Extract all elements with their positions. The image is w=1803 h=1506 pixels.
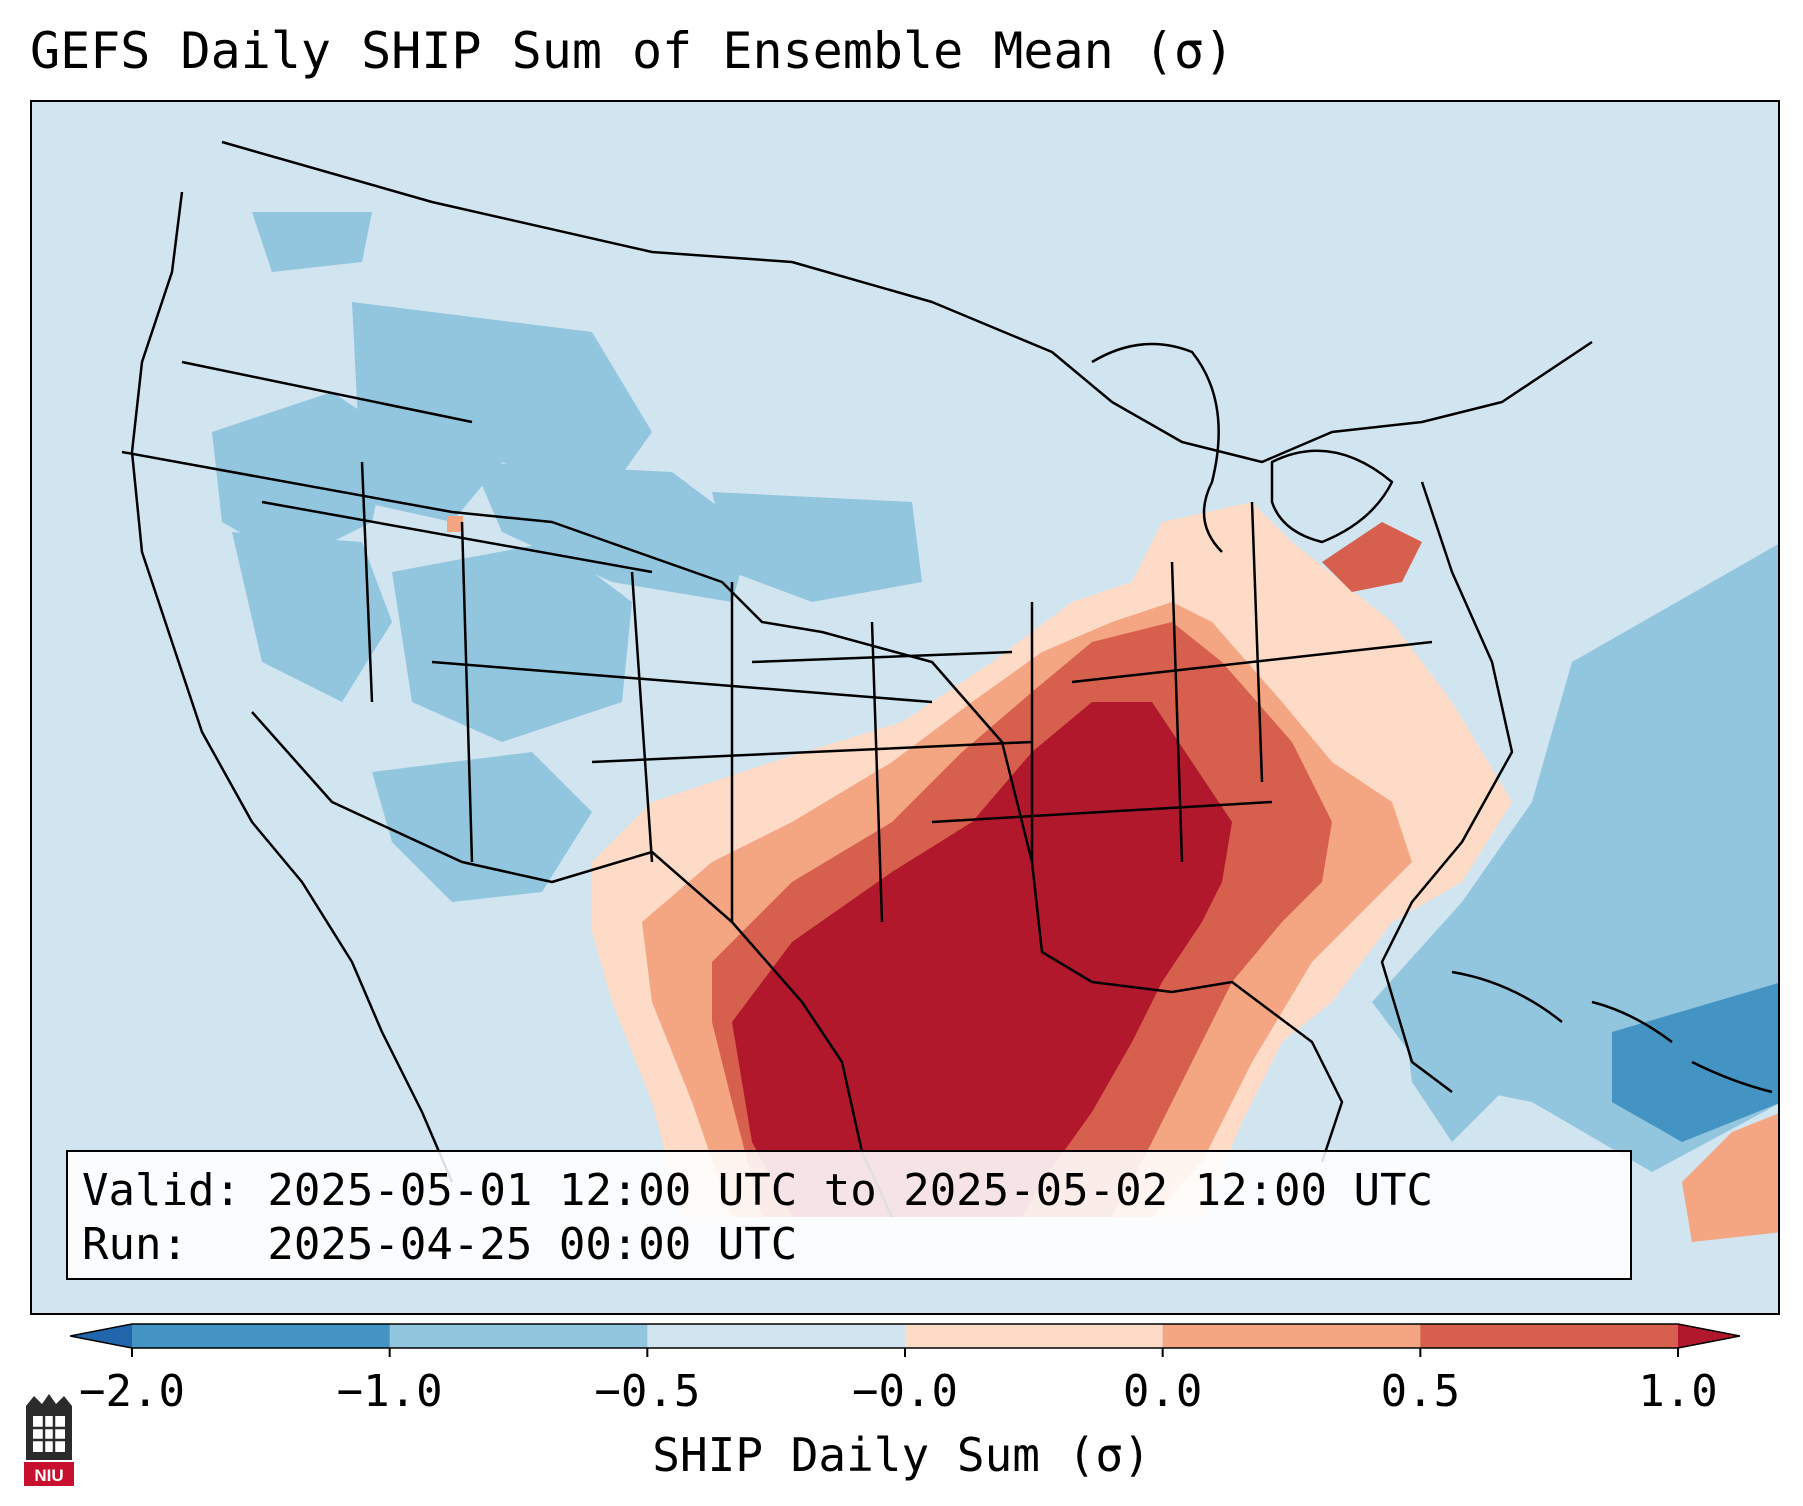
colorbar-segment xyxy=(1162,1324,1421,1348)
figure-title: GEFS Daily SHIP Sum of Ensemble Mean (σ) xyxy=(30,22,1235,80)
canada-us-border-west xyxy=(221,140,1113,403)
valid-run-info-box: Valid: 2025-05-01 12:00 UTC to 2025-05-0… xyxy=(66,1150,1632,1280)
colorbar-tick-label: 0.0 xyxy=(1122,1366,1203,1417)
map-outlines xyxy=(121,140,1773,1218)
logo-banner xyxy=(24,1462,74,1486)
anomaly-patch-great-basin xyxy=(232,532,392,702)
niu-logo: NIU xyxy=(24,1394,74,1486)
us-mexico-border xyxy=(251,711,894,1218)
colorbar xyxy=(70,1323,1740,1357)
anomaly-pixel-utah xyxy=(447,516,463,532)
map-panel xyxy=(30,100,1780,1315)
logo-window-grid xyxy=(33,1416,65,1452)
canada-us-border-east xyxy=(1111,340,1593,464)
negative-anomaly-areas xyxy=(212,212,1778,1172)
colorbar-tick-label: −0.0 xyxy=(852,1366,958,1417)
colorbar-tick-label: −0.5 xyxy=(594,1366,701,1417)
colorbar-segment xyxy=(132,1324,391,1348)
map-svg xyxy=(32,102,1778,1313)
great-lakes-erie-huron xyxy=(1270,449,1394,544)
atlantic-coastline xyxy=(1380,481,1514,1093)
anomaly-patch-pacific-nw xyxy=(212,392,392,562)
colorbar-segment xyxy=(905,1324,1164,1348)
anomaly-patch-caribbean-positive xyxy=(1682,1113,1778,1242)
caribbean-islands xyxy=(1451,970,1773,1094)
colorbar-tick-label: −2.0 xyxy=(79,1366,185,1417)
anomaly-patch-lake-erie xyxy=(1322,522,1422,592)
anomaly-field-above-2p0 xyxy=(732,702,1232,1217)
colorbar-tick-label: 1.0 xyxy=(1638,1366,1718,1417)
pacific-coastline xyxy=(130,191,454,1183)
anomaly-patch-florida xyxy=(1402,982,1502,1142)
colorbar-segment xyxy=(1420,1324,1679,1348)
anomaly-patch-new-mexico xyxy=(372,752,592,902)
colorbar-extend-min xyxy=(70,1324,132,1348)
anomaly-patch-bc-coast xyxy=(252,212,372,272)
colorbar-label: SHIP Daily Sum (σ) xyxy=(652,1428,1151,1482)
colorbar-tick-label: −1.0 xyxy=(336,1366,443,1417)
positive-anomaly-areas xyxy=(447,502,1778,1242)
colorbar-segment xyxy=(647,1324,906,1348)
logo-text: NIU xyxy=(34,1466,63,1485)
southern-border-and-gulf-coast xyxy=(121,450,1344,1163)
great-lakes-michigan xyxy=(1091,342,1223,553)
logo-window xyxy=(33,1416,65,1452)
anomaly-patch-utah-colorado xyxy=(392,542,632,742)
valid-time-text: Valid: 2025-05-01 12:00 UTC to 2025-05-0… xyxy=(82,1165,1434,1216)
colorbar-tick-label: 0.5 xyxy=(1380,1366,1461,1417)
colorbar-segment xyxy=(389,1324,648,1348)
anomaly-patch-northern-rockies xyxy=(352,302,652,522)
anomaly-patch-nebraska xyxy=(712,492,922,602)
state-borders-horizontal xyxy=(181,360,1433,824)
state-borders-vertical xyxy=(360,461,1264,923)
colorbar-extend-max xyxy=(1678,1324,1740,1348)
run-time-text: Run: 2025-04-25 00:00 UTC xyxy=(82,1219,798,1270)
